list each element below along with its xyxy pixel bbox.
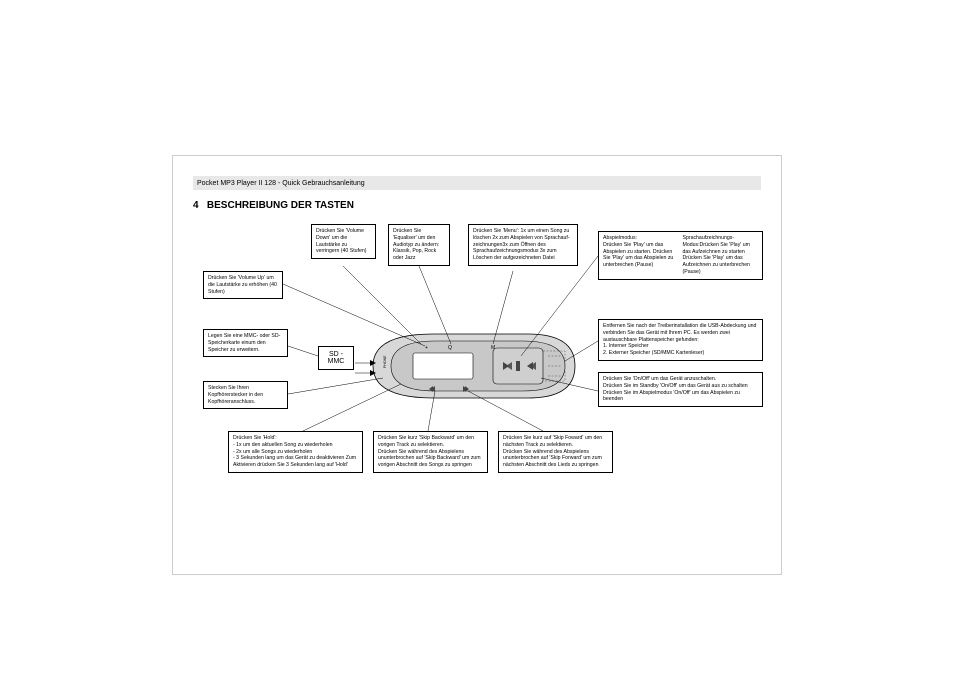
callout-headphone: Stecken Sie Ihren Kopfhörerstecker in de… xyxy=(203,381,288,409)
callout-volume-up: Drücken Sie 'Volume Up' um die Lautstärk… xyxy=(203,271,283,299)
section-number: 4 xyxy=(193,200,199,211)
callout-menu: Drücken Sie 'Menu': 1x um einen Song zu … xyxy=(468,224,578,266)
page-header: Pocket MP3 Player II 128 - Quick Gebrauc… xyxy=(193,176,761,190)
sd-arrow xyxy=(355,360,376,376)
callout-volume-down: Drücken Sie 'Volume Down' um die Lautstä… xyxy=(311,224,376,259)
callout-usb: Entfernen Sie nach der Treiberinstallati… xyxy=(598,319,763,361)
callout-equalizer: Drücken Sie 'Equaliser' um den Audiotyp … xyxy=(388,224,450,266)
section-heading: BESCHREIBUNG DER TASTEN xyxy=(207,200,354,211)
callout-play-modes: Abspielmodus:Drücken Sie 'Play' um das A… xyxy=(598,231,763,280)
manual-page: Pocket MP3 Player II 128 - Quick Gebrauc… xyxy=(172,155,782,575)
svg-text:Q: Q xyxy=(448,345,452,351)
callout-mmc-slot: Legen Sie eine MMC- oder SD-Speicherkart… xyxy=(203,329,288,357)
leader-lines xyxy=(283,256,598,431)
play-mode-col1: Abspielmodus:Drücken Sie 'Play' um das A… xyxy=(603,235,683,276)
play-mode-col2: Sprachaufzeichnungs-Modus:Drücken Sie 'P… xyxy=(683,235,759,276)
svg-text:+: + xyxy=(425,345,428,351)
section-title: 4 BESCHREIBUNG DER TASTEN xyxy=(193,200,354,211)
callout-onoff: Drücken Sie 'On/Off' um das Gerät anzusc… xyxy=(598,372,763,407)
diagram-overlay: + Q M PHONE xyxy=(173,156,783,576)
svg-text:PHONE: PHONE xyxy=(383,355,387,368)
sd-mmc-label: SD - MMC xyxy=(318,346,354,370)
callout-skip-fwd: Drücken Sie kurz auf 'Skip Foward' um de… xyxy=(498,431,613,473)
callout-hold: Drücken Sie 'Hold': - 1x um den aktuelle… xyxy=(228,431,363,473)
device-illustration: + Q M PHONE xyxy=(373,334,575,398)
svg-text:M: M xyxy=(491,345,495,351)
header-title: Pocket MP3 Player II 128 - Quick Gebrauc… xyxy=(197,180,365,187)
callout-skip-back: Drücken Sie kurz 'Skip Backward' um den … xyxy=(373,431,488,473)
